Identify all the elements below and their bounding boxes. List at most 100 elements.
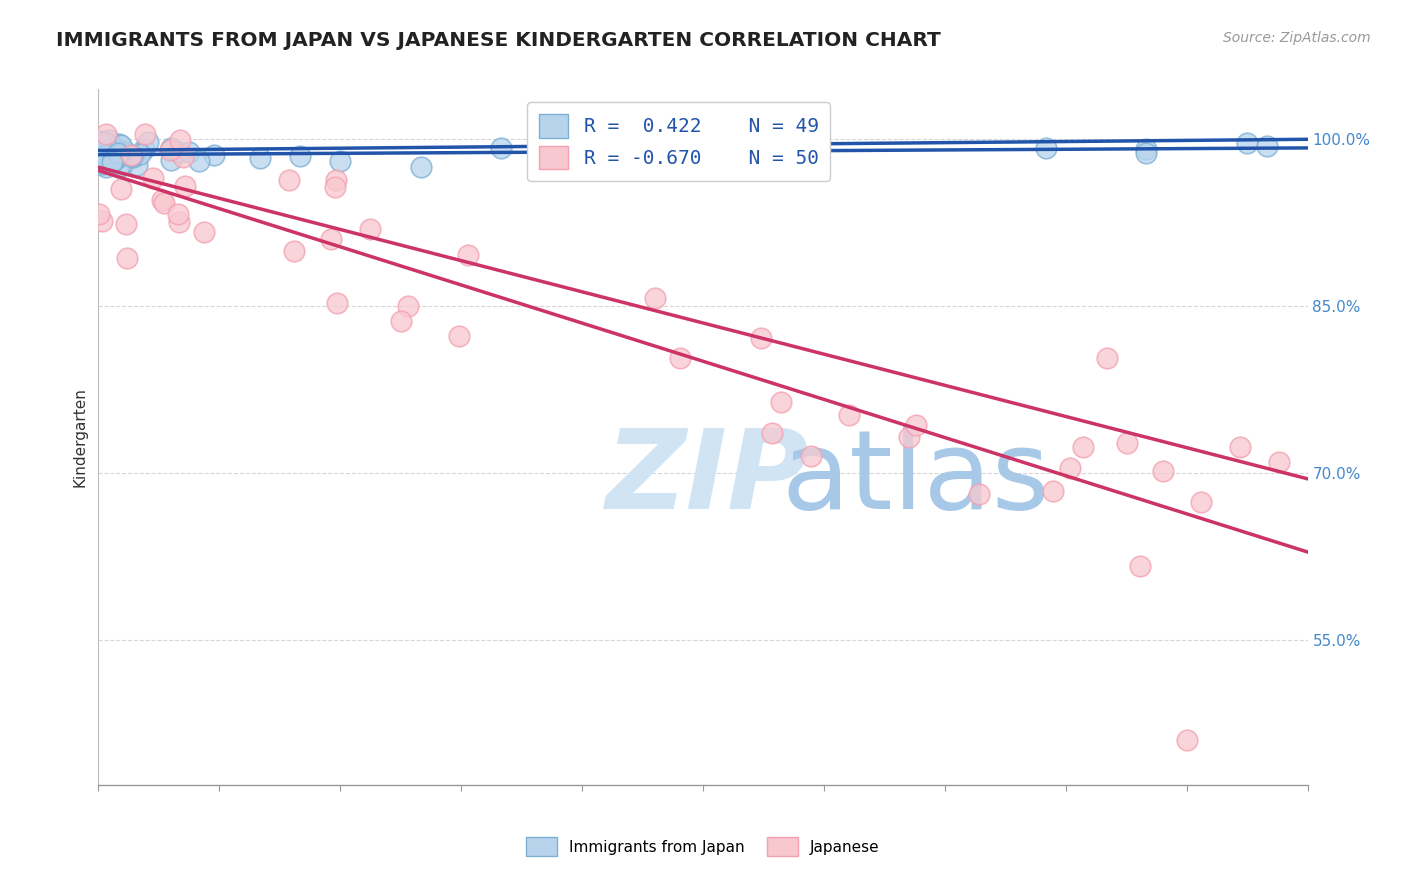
Point (110, 137, 132, 152)
Point (761, 425, 783, 440)
Point (457, 248, 479, 262)
Point (969, 487, 991, 501)
Point (129, 146, 152, 161)
Point (159, 144, 181, 158)
Point (749, 330, 772, 344)
Point (153, 196, 176, 211)
Point (111, 145, 134, 160)
Point (1095, 351, 1118, 366)
Point (1135, 142, 1157, 156)
Point (1071, 440, 1094, 454)
Point (325, 180, 347, 194)
Point (108, 137, 131, 152)
Point (115, 145, 138, 159)
Point (97, 151, 120, 165)
Point (288, 149, 311, 163)
Point (94, 135, 117, 149)
Point (89, 134, 111, 148)
Point (277, 173, 299, 187)
Point (108, 148, 131, 162)
Point (115, 251, 138, 265)
Point (188, 153, 211, 168)
Point (169, 145, 191, 159)
Point (409, 160, 432, 174)
Point (127, 158, 149, 172)
Point (101, 149, 124, 163)
Point (90, 143, 112, 157)
Point (174, 178, 197, 193)
Point (396, 299, 419, 313)
Point (800, 450, 823, 464)
Point (160, 153, 183, 167)
Point (110, 182, 132, 196)
Point (793, 134, 815, 148)
Point (111, 158, 134, 172)
Point (1175, 733, 1198, 747)
Point (101, 154, 124, 169)
Point (1229, 440, 1251, 454)
Point (669, 351, 692, 366)
Point (121, 149, 143, 163)
Point (91, 214, 114, 228)
Point (142, 171, 165, 186)
Text: IMMIGRANTS FROM JAPAN VS JAPANESE KINDERGARTEN CORRELATION CHART: IMMIGRANTS FROM JAPAN VS JAPANESE KINDER… (56, 31, 941, 50)
Point (167, 207, 190, 221)
Point (1135, 145, 1157, 160)
Point (571, 141, 593, 155)
Point (107, 146, 129, 161)
Point (160, 140, 183, 154)
Point (120, 147, 142, 161)
Point (167, 215, 190, 229)
Y-axis label: Kindergarten: Kindergarten (72, 387, 87, 487)
Point (101, 153, 124, 168)
Point (1236, 136, 1258, 150)
Point (89, 136, 111, 150)
Point (1129, 559, 1152, 574)
Point (1059, 460, 1081, 475)
Point (96, 148, 118, 162)
Point (193, 225, 215, 239)
Point (1256, 139, 1278, 153)
Point (359, 222, 381, 236)
Point (150, 193, 173, 207)
Text: atlas: atlas (782, 425, 1050, 533)
Text: Source: ZipAtlas.com: Source: ZipAtlas.com (1223, 31, 1371, 45)
Point (107, 151, 129, 165)
Point (91, 157, 114, 171)
Point (169, 133, 191, 147)
Point (202, 148, 225, 162)
Point (692, 160, 714, 174)
Point (326, 295, 349, 310)
Point (770, 395, 793, 409)
Point (389, 314, 412, 328)
Point (898, 430, 921, 444)
Point (283, 244, 305, 259)
Point (1035, 141, 1057, 155)
Point (172, 150, 194, 164)
Point (97, 133, 120, 147)
Point (321, 232, 343, 246)
Point (329, 154, 352, 169)
Point (1191, 495, 1213, 509)
Point (108, 160, 131, 174)
Point (136, 136, 159, 150)
Point (134, 127, 156, 141)
Point (94, 160, 117, 174)
Point (134, 142, 156, 156)
Point (90, 154, 112, 169)
Point (838, 408, 860, 422)
Legend: R =  0.422    N = 49, R = -0.670    N = 50: R = 0.422 N = 49, R = -0.670 N = 50 (527, 103, 831, 181)
Point (177, 145, 200, 160)
Point (1042, 483, 1064, 498)
Point (325, 172, 347, 186)
Point (1115, 435, 1137, 450)
Point (115, 217, 138, 231)
Point (104, 141, 127, 155)
Point (105, 142, 128, 156)
Point (249, 152, 271, 166)
Point (1267, 455, 1289, 469)
Point (1152, 465, 1174, 479)
Point (449, 329, 471, 343)
Legend: Immigrants from Japan, Japanese: Immigrants from Japan, Japanese (520, 831, 886, 862)
Point (904, 418, 927, 433)
